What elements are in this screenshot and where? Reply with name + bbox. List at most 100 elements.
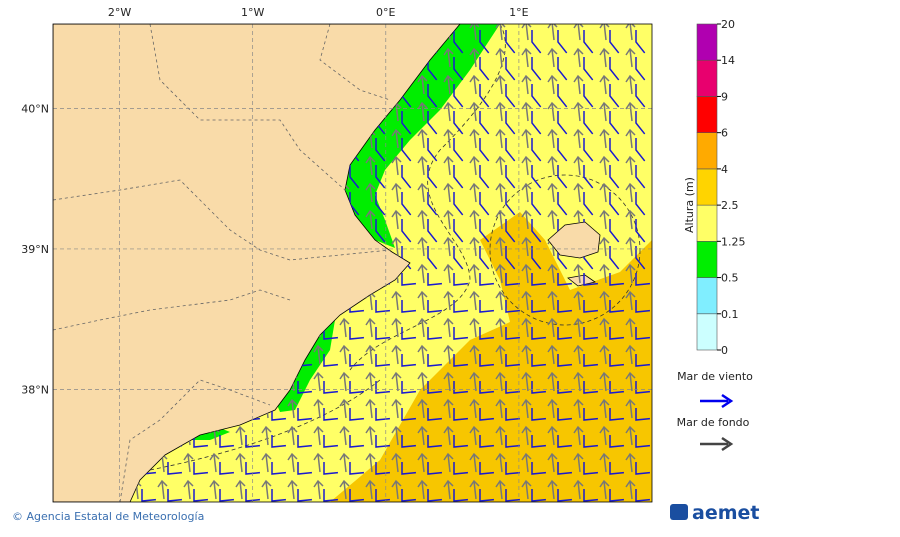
wind-arrow <box>453 192 464 216</box>
swell-arrow <box>521 101 532 122</box>
swell-arrow <box>417 317 428 338</box>
wind-arrow <box>323 327 339 340</box>
swell-arrow <box>443 263 454 284</box>
swell-arrow <box>469 24 480 41</box>
wind-arrow <box>583 381 599 394</box>
swell-arrow <box>625 371 636 392</box>
swell-arrow <box>391 209 402 230</box>
wind-arrow <box>609 111 620 135</box>
wind-arrow <box>401 462 417 475</box>
wind-arrow <box>479 84 490 108</box>
swell-arrow <box>521 344 532 365</box>
swell-arrow <box>547 425 558 446</box>
swell-arrow <box>573 263 584 284</box>
wind-arrow <box>505 462 521 475</box>
wind-arrow <box>453 435 469 448</box>
swell-arrow <box>443 236 454 257</box>
x-tick-label: 2°W <box>108 6 131 19</box>
swell-arrow <box>495 209 506 230</box>
swell-arrow <box>443 344 454 365</box>
swell-arrow <box>495 344 506 365</box>
swell-arrow <box>599 101 610 122</box>
swell-arrow <box>573 479 584 500</box>
wind-arrow <box>609 192 620 216</box>
wind-arrow <box>479 165 490 189</box>
swell-arrow <box>625 263 636 284</box>
swell-arrow <box>573 398 584 419</box>
swell-arrow <box>417 182 428 203</box>
wind-arrow <box>453 489 469 502</box>
swell-arrow <box>391 452 402 473</box>
wind-arrow <box>505 489 521 502</box>
swell-arrow <box>365 344 376 365</box>
wind-arrow <box>297 489 313 502</box>
swell-arrow <box>521 236 532 257</box>
swell-arrow <box>365 452 376 473</box>
swell-arrow <box>495 290 506 311</box>
wind-arrow <box>557 111 568 135</box>
swell-arrow <box>469 344 480 365</box>
swell-arrow <box>417 371 428 392</box>
wind-arrow <box>583 462 599 475</box>
wind-arrow <box>531 300 547 313</box>
swell-arrow <box>313 452 324 473</box>
green-strip <box>345 24 500 248</box>
y-tick-label: 40°N <box>21 102 49 115</box>
swell-arrow <box>547 101 558 122</box>
swell-arrow <box>365 398 376 419</box>
wind-arrow <box>375 192 386 216</box>
swell-arrow <box>261 452 272 473</box>
swell-arrow <box>313 479 324 500</box>
wind-arrow <box>401 435 417 448</box>
swell-arrow <box>521 290 532 311</box>
wind-arrow <box>323 435 339 448</box>
wind-arrow <box>453 138 464 162</box>
swell-arrow <box>625 398 636 419</box>
swell-arrow <box>417 452 428 473</box>
wind-arrow <box>349 408 365 421</box>
wind-arrow <box>557 327 573 340</box>
wind-arrow <box>323 489 339 502</box>
swell-arrow <box>521 452 532 473</box>
wind-arrow <box>583 192 594 216</box>
swell-arrow <box>469 182 480 203</box>
swell-arrow <box>443 101 454 122</box>
wind-arrow <box>557 435 573 448</box>
swell-arrow <box>599 236 610 257</box>
wind-arrow <box>453 354 469 367</box>
swell-arrow <box>391 398 402 419</box>
wind-arrow <box>427 354 443 367</box>
swell-arrow <box>495 155 506 176</box>
swell-arrow <box>625 24 636 41</box>
swell-arrow <box>625 344 636 365</box>
swell-arrow <box>547 290 558 311</box>
swell-arrow <box>365 371 376 392</box>
wind-arrow <box>427 327 443 340</box>
swell-arrow <box>261 479 272 500</box>
swell-arrow <box>391 236 402 257</box>
wind-arrow <box>271 462 287 475</box>
wind-arrow <box>349 489 365 502</box>
swell-arrow <box>417 128 428 149</box>
wind-arrow <box>453 84 464 108</box>
swell-arrow <box>547 371 558 392</box>
swell-arrow <box>469 398 480 419</box>
wind-arrow <box>193 489 209 502</box>
swell-arrow <box>547 344 558 365</box>
swell-arrow <box>313 344 324 365</box>
footer-credit: © Agencia Estatal de Meteorología <box>12 510 204 523</box>
swell-arrow <box>391 182 402 203</box>
swell-arrow <box>625 209 636 230</box>
wind-arrow <box>583 30 594 54</box>
wind-arrow <box>505 192 516 216</box>
swell-arrow <box>469 236 480 257</box>
wind-arrow <box>375 165 386 189</box>
x-tick-label: 1°W <box>241 6 264 19</box>
map-frame <box>52 23 653 503</box>
axis-labels: 2°W 1°W 0°E 1°E 40°N 39°N 38°N <box>21 6 528 397</box>
swell-arrow <box>599 182 610 203</box>
wind-arrow <box>635 462 651 475</box>
swell-arrow <box>547 479 558 500</box>
swell-arrow <box>573 155 584 176</box>
swell-arrow <box>339 398 350 419</box>
